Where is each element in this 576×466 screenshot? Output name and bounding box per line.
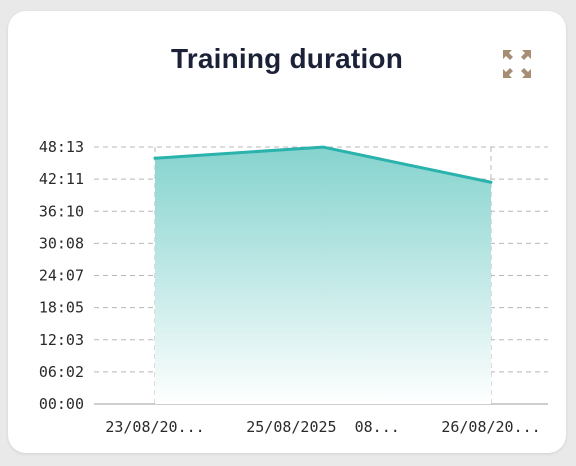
y-tick-label: 18:05 — [39, 299, 84, 317]
x-tick-label: 25/08/2025 08... — [246, 418, 400, 436]
y-tick-label: 42:11 — [39, 170, 84, 188]
x-tick-label: 26/08/20... — [441, 418, 540, 436]
area-chart: 00:00 06:02 12:03 18:05 24:07 30:08 36:10 42:11… — [39, 138, 548, 436]
x-tick-label: 23/08/20... — [105, 418, 204, 436]
y-tick-label: 24:07 — [39, 267, 84, 285]
y-tick-label: 06:02 — [39, 363, 84, 381]
chart-title: Training duration — [170, 43, 404, 74]
expand-arrows-icon — [503, 50, 531, 78]
chart-card: Training duration 00:00 06:02 12:03 18:05 24… — [8, 11, 566, 453]
y-tick-label: 36:10 — [39, 202, 84, 220]
y-tick-label: 00:00 — [39, 395, 84, 413]
y-tick-label: 48:13 — [39, 138, 84, 156]
y-tick-label: 12:03 — [39, 331, 84, 349]
area-fill — [155, 147, 491, 404]
series-line — [153, 145, 493, 184]
expand-button[interactable] — [500, 47, 534, 81]
y-tick-label: 30:08 — [39, 234, 84, 252]
